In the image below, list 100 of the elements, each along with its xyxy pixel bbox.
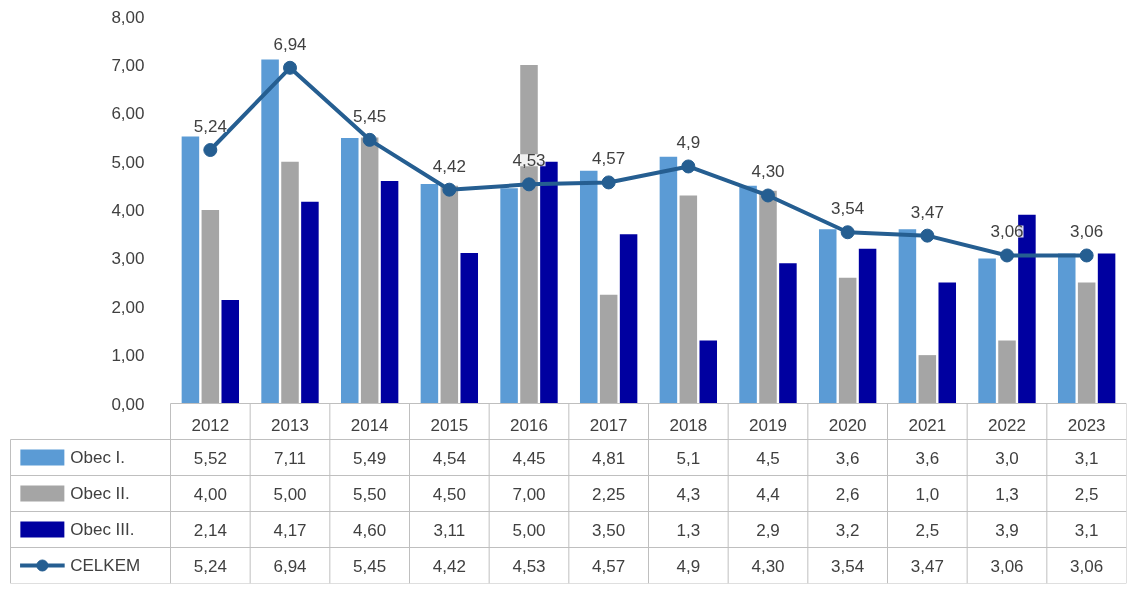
data-label: 4,42 (432, 556, 466, 576)
text: 3,06 (1070, 222, 1104, 242)
data-label: 3,47 (910, 556, 944, 576)
data-label: 3,1 (1074, 448, 1099, 468)
y-tick-label: 1,00 (111, 346, 145, 366)
point (442, 182, 457, 197)
data-label: 2,5 (1074, 484, 1099, 504)
y-tick-label: 3,00 (111, 249, 145, 269)
y-tick-label: 8,00 (111, 7, 145, 27)
data-label: 4,4 (756, 484, 780, 504)
data-label: 2,25 (592, 484, 626, 504)
legend-label: Obec I. (70, 448, 126, 467)
data-label: 4,54 (432, 448, 466, 468)
data-label: 5,00 (512, 520, 546, 540)
legend-label: Obec III. (70, 520, 135, 539)
data-label: 3,54 (831, 556, 865, 576)
data-label: 4,3 (676, 484, 701, 504)
point (203, 143, 218, 157)
bar (838, 277, 857, 404)
data-label: 4,81 (592, 448, 626, 468)
bar (579, 170, 598, 404)
data-label: 5,00 (273, 484, 307, 504)
text: 4,53 (512, 151, 546, 171)
data-label: 3,9 (995, 520, 1019, 540)
bar (1077, 282, 1096, 404)
data-label: 5,45 (353, 556, 387, 576)
point (362, 132, 377, 147)
bar (420, 183, 439, 404)
data-label: 4,5 (756, 448, 780, 468)
text: 5,45 (353, 106, 387, 126)
bar (599, 294, 618, 404)
bar (221, 299, 240, 404)
bar (858, 248, 877, 404)
y-tick-label: 5,00 (111, 152, 145, 172)
data-label: 3,06 (990, 556, 1024, 576)
text: 4,42 (432, 156, 466, 176)
data-label: 5,49 (353, 448, 387, 468)
data-label: 4,00 (193, 484, 227, 504)
x-tick-label: 2013 (271, 415, 309, 435)
data-label: 2,14 (193, 520, 227, 540)
legend-label: CELKEM (70, 556, 141, 575)
text: 4,9 (676, 133, 701, 153)
bar (739, 185, 757, 404)
point (840, 225, 855, 240)
bar (360, 137, 379, 404)
text: 3,06 (990, 222, 1024, 242)
data-label: 2,5 (915, 520, 940, 540)
bar (460, 253, 479, 404)
x-tick-label: 2018 (669, 415, 708, 435)
bar (898, 229, 917, 404)
bar (261, 59, 279, 404)
bar (500, 188, 518, 404)
y-tick-label: 7,00 (111, 55, 145, 75)
text: 3,54 (831, 199, 865, 219)
point (1000, 248, 1014, 263)
y-tick-label: 4,00 (111, 201, 145, 220)
data-label: 3,06 (1070, 556, 1104, 576)
data-label: 4,53 (512, 556, 546, 576)
data-label: 3,50 (592, 520, 626, 540)
data-label: 3,11 (433, 520, 466, 540)
bar (818, 229, 837, 404)
data-label: 4,9 (676, 556, 701, 576)
bar (619, 234, 638, 404)
y-tick-label: 0,00 (111, 394, 145, 414)
x-tick-label: 2015 (430, 415, 469, 435)
data-label: 6,94 (273, 556, 307, 576)
bar (679, 195, 698, 404)
data-label: 5,24 (193, 556, 227, 576)
text: 5,24 (193, 117, 227, 137)
x-tick-label: 2019 (749, 415, 787, 435)
bar (938, 282, 957, 404)
x-tick-label: 2023 (1067, 415, 1106, 435)
data-label: 2,6 (835, 484, 860, 504)
bar (779, 263, 797, 404)
data-label: 5,52 (193, 448, 227, 468)
data-label: 3,0 (995, 448, 1019, 468)
x-tick-label: 2022 (988, 415, 1026, 435)
data-label: 3,2 (835, 520, 860, 540)
data-label: 1,3 (995, 484, 1019, 504)
bar (340, 137, 359, 404)
legend-label: Obec II. (70, 484, 130, 503)
data-label: 3,6 (835, 448, 860, 468)
bar (918, 355, 937, 404)
bar (1097, 253, 1116, 404)
bar (201, 210, 220, 404)
text: 4,30 (751, 162, 785, 182)
data-label: 3,6 (915, 448, 940, 468)
y-tick-label: 6,00 (111, 104, 145, 124)
bar (380, 180, 399, 404)
point (920, 228, 935, 243)
data-label: 4,30 (751, 556, 785, 576)
point (601, 175, 616, 190)
x-tick-label: 2016 (510, 415, 548, 435)
data-label: 4,57 (592, 556, 626, 576)
bar (659, 156, 678, 404)
text: 3,47 (910, 202, 944, 222)
x-tick-label: 2014 (350, 415, 389, 435)
data-label: 7,00 (512, 484, 546, 504)
bar (440, 185, 459, 404)
point (522, 177, 536, 192)
